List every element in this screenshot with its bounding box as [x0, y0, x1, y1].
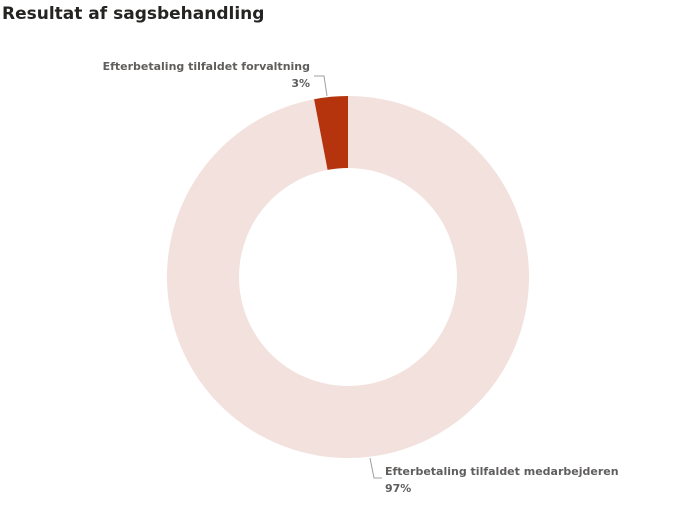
donut-slice: [314, 96, 348, 170]
donut-slice: [167, 96, 530, 458]
data-label-category: Efterbetaling tilfaldet medarbejderen: [385, 465, 619, 478]
data-label-value: 97%: [385, 482, 411, 495]
data-label-value: 3%: [291, 77, 310, 90]
data-label-category: Efterbetaling tilfaldet forvaltning: [103, 60, 310, 73]
leader-line: [314, 75, 328, 97]
chart-title: Resultat af sagsbehandling: [2, 4, 264, 24]
leader-line: [369, 457, 382, 479]
